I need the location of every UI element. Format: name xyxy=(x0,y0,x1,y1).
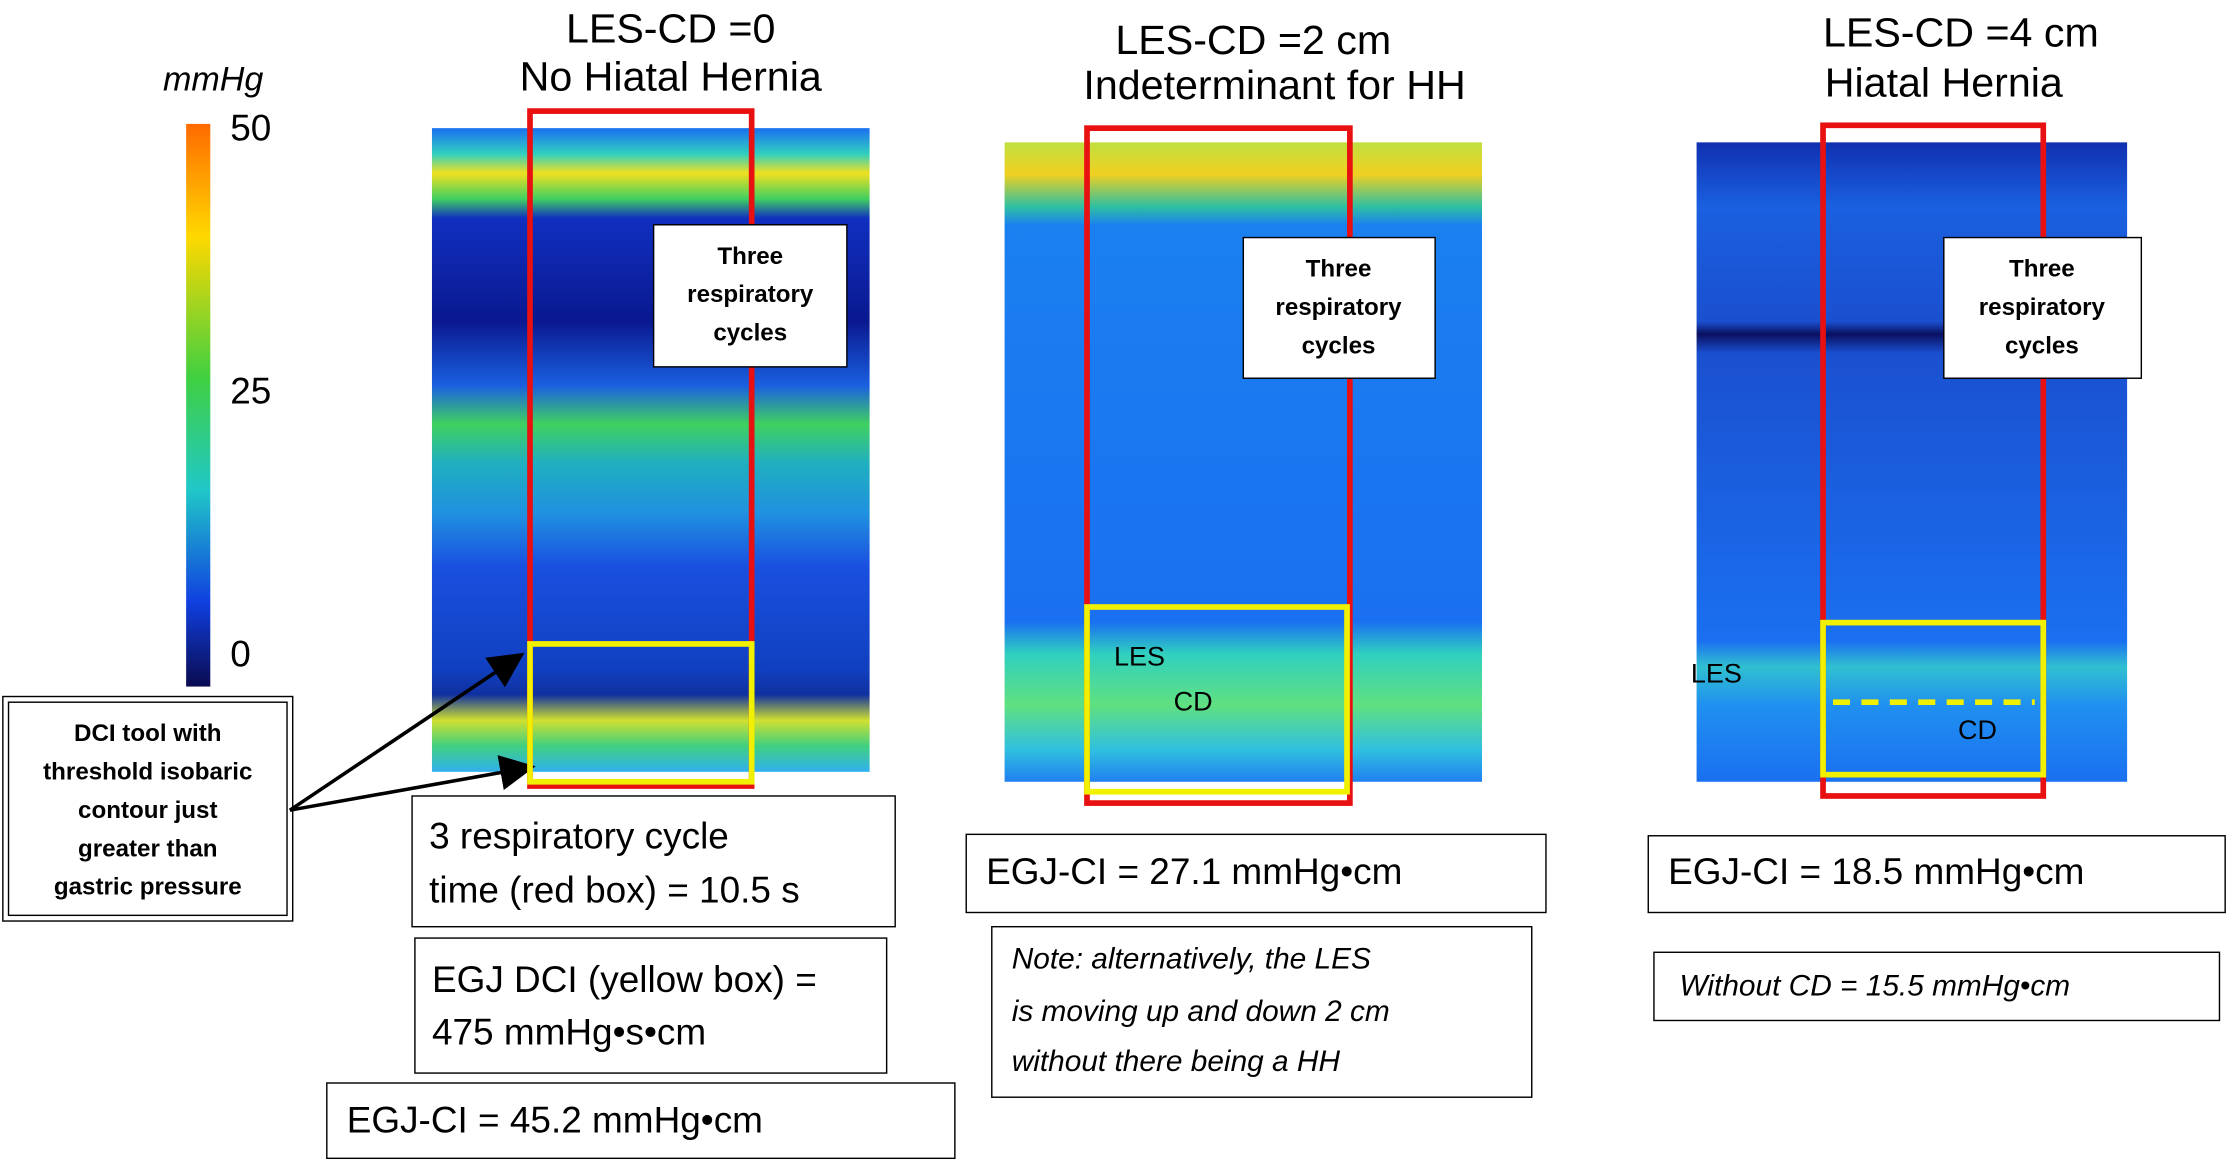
note-text: is moving up and down 2 cm xyxy=(1012,995,1390,1028)
callout-text: greater than xyxy=(78,835,218,862)
note-text: Without CD = 15.5 mmHg•cm xyxy=(1680,970,2071,1003)
panel-title: No Hiatal Hernia xyxy=(520,54,822,100)
cd-label: CD xyxy=(1958,715,1997,745)
cycles-text: cycles xyxy=(1302,332,1376,359)
page: mmHg 50 25 0 DCI tool with threshold iso… xyxy=(0,0,2228,1160)
cycles-text: Three xyxy=(717,243,783,270)
note-text: time (red box) = 10.5 s xyxy=(429,869,800,910)
cd-label: CD xyxy=(1174,687,1213,717)
cycles-text: Three xyxy=(1306,256,1372,283)
les-label: LES xyxy=(1114,641,1165,671)
les-label: LES xyxy=(1691,658,1742,688)
panel-title: LES-CD =0 xyxy=(566,5,775,51)
cycles-text: cycles xyxy=(2005,332,2079,359)
cycles-text: respiratory xyxy=(1979,294,2106,321)
note-text: EGJ-CI = 45.2 mmHg•cm xyxy=(347,1100,763,1141)
cycles-text: respiratory xyxy=(687,281,814,308)
cycles-text: respiratory xyxy=(1275,294,1402,321)
colorbar-tick: 0 xyxy=(230,633,251,674)
colorbar-tick: 50 xyxy=(230,108,271,149)
colorbar xyxy=(186,124,210,687)
panel-title: LES-CD =4 cm xyxy=(1823,10,2099,56)
cycles-text: Three xyxy=(2009,256,2075,283)
colorbar-tick: 25 xyxy=(230,371,271,412)
note-text: 475 mmHg•s•cm xyxy=(432,1011,706,1052)
colorbar-unit: mmHg xyxy=(163,60,263,98)
callout-text: threshold isobaric xyxy=(43,759,252,786)
figure: mmHg 50 25 0 DCI tool with threshold iso… xyxy=(0,0,2228,1160)
panel-title: Hiatal Hernia xyxy=(1825,59,2063,105)
note-text: EGJ-CI = 18.5 mmHg•cm xyxy=(1668,851,2084,892)
note-text: 3 respiratory cycle xyxy=(429,815,729,856)
callout-text: contour just xyxy=(78,797,217,824)
note-text: without there being a HH xyxy=(1012,1045,1341,1078)
callout-text: gastric pressure xyxy=(54,874,242,901)
panel-title: Indeterminant for HH xyxy=(1083,62,1465,108)
note-text: Note: alternatively, the LES xyxy=(1012,943,1371,976)
note-text: EGJ-CI = 27.1 mmHg•cm xyxy=(986,851,1402,892)
cycles-text: cycles xyxy=(713,320,787,347)
callout-text: DCI tool with xyxy=(74,720,222,747)
panel-title: LES-CD =2 cm xyxy=(1115,17,1391,63)
note-text: EGJ DCI (yellow box) = xyxy=(432,959,817,1000)
